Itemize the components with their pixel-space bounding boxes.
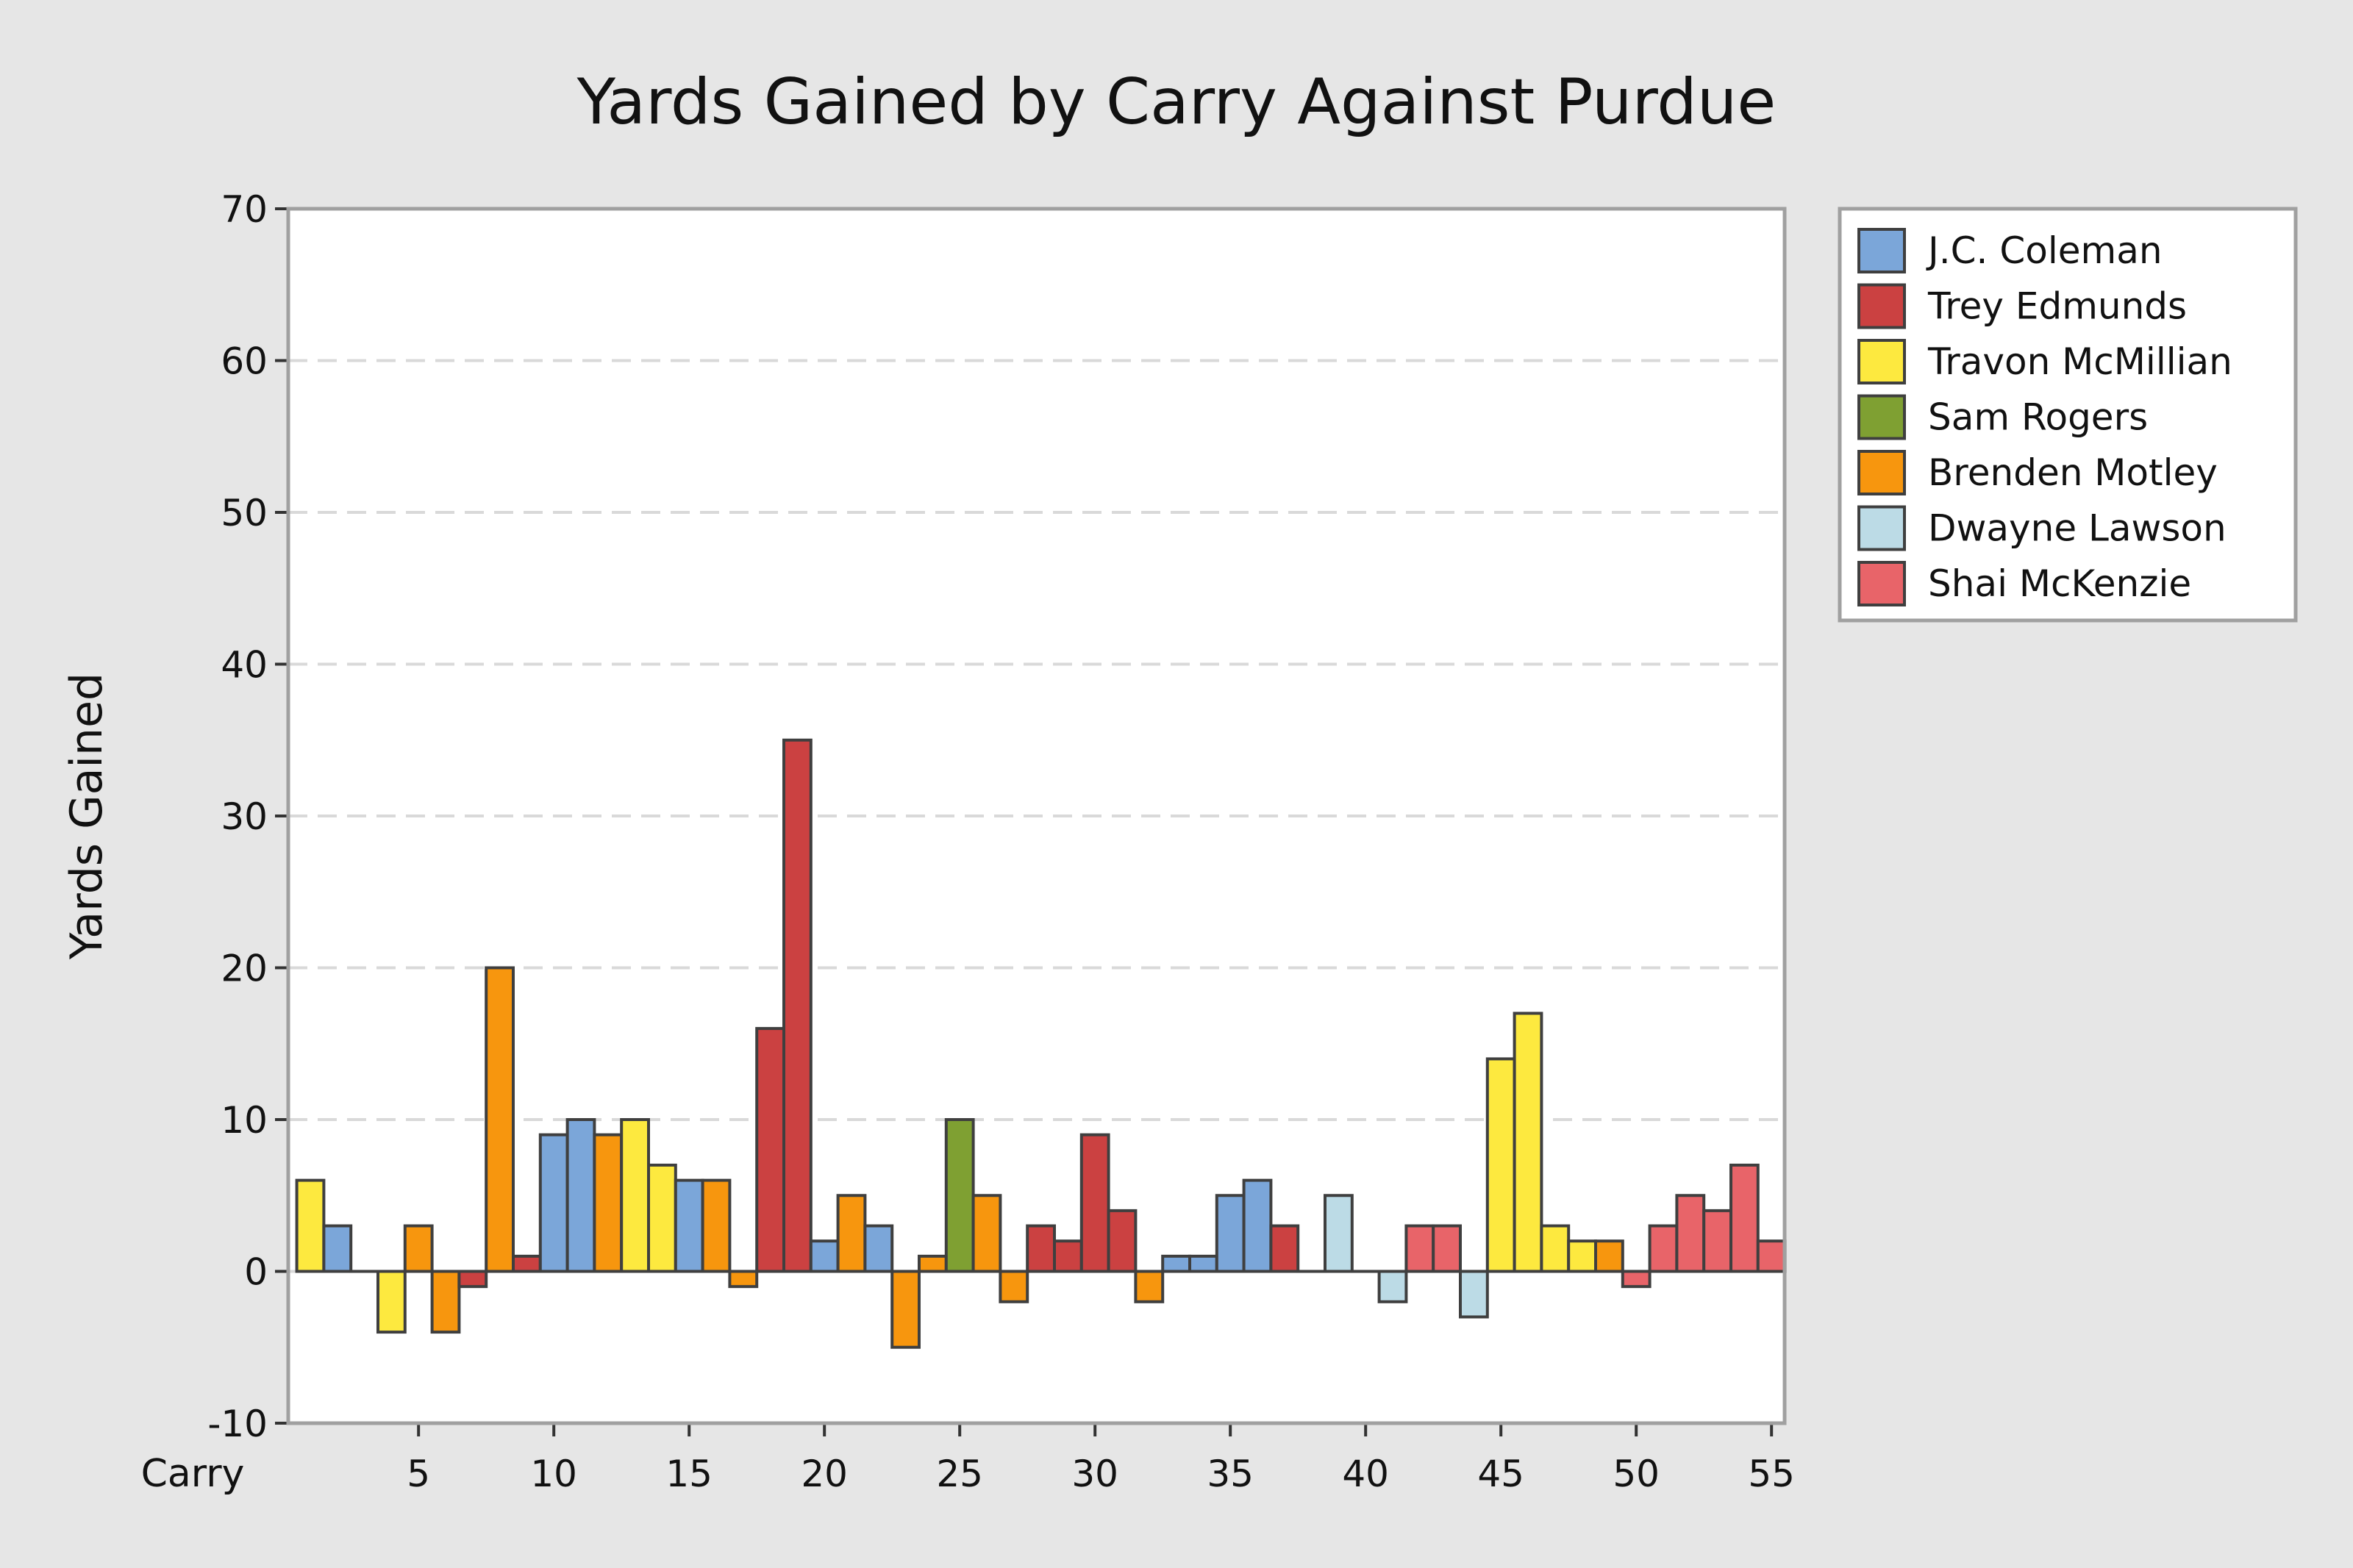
x-tick-label: 35 xyxy=(1207,1453,1254,1495)
x-tick-label: 5 xyxy=(407,1453,430,1495)
bar xyxy=(1188,1254,1218,1273)
y-tick-label: 60 xyxy=(221,340,268,383)
legend: J.C. Coleman Trey Edmunds Travon McMillian… xyxy=(1838,207,2298,623)
bar xyxy=(1675,1194,1706,1273)
bar xyxy=(755,1027,785,1273)
legend-label: Sam Rogers xyxy=(1928,396,2148,439)
bar xyxy=(1485,1057,1516,1273)
bar xyxy=(918,1254,948,1273)
bar xyxy=(430,1270,461,1334)
chart-title: Yards Gained by Carry Against Purdue xyxy=(576,65,1777,139)
bar xyxy=(1377,1270,1408,1303)
y-tick-label: 20 xyxy=(221,948,268,990)
bar xyxy=(1107,1209,1138,1273)
bar xyxy=(1594,1239,1624,1273)
bar xyxy=(1026,1224,1056,1273)
bar xyxy=(999,1270,1029,1303)
y-tick-label: 10 xyxy=(221,1099,268,1142)
x-tick-label: 55 xyxy=(1748,1453,1795,1495)
bar xyxy=(836,1194,867,1273)
x-tick-label: 25 xyxy=(936,1453,983,1495)
bar xyxy=(1432,1224,1462,1273)
bar xyxy=(782,738,813,1273)
legend-label: Brenden Motley xyxy=(1928,451,2218,494)
bar xyxy=(1621,1270,1652,1289)
bar xyxy=(322,1224,353,1273)
bar xyxy=(1161,1254,1191,1273)
x-axis-label: Carry xyxy=(141,1452,245,1496)
legend-label: Trey Edmunds xyxy=(1927,285,2187,328)
x-tick-label: 15 xyxy=(665,1453,713,1495)
y-tick-label: 70 xyxy=(221,188,268,231)
bar xyxy=(403,1224,434,1273)
plot-area: -10 0 10 20 30 40 50 60 70 5 10 15 20 25 30 35 40 45 50 55 xyxy=(207,188,1795,1495)
bar xyxy=(1215,1194,1246,1273)
bar xyxy=(457,1270,488,1289)
legend-swatch xyxy=(1857,394,1906,440)
bar xyxy=(1756,1239,1787,1273)
y-tick-label: 40 xyxy=(221,644,268,687)
bar xyxy=(512,1254,542,1273)
x-tick-label: 20 xyxy=(801,1453,848,1495)
bar xyxy=(538,1133,569,1273)
bar xyxy=(1648,1224,1679,1273)
legend-swatch xyxy=(1857,561,1906,606)
bar xyxy=(1702,1209,1732,1273)
y-axis-label: Yards Gained xyxy=(61,673,113,960)
legend-box xyxy=(1838,207,2298,623)
bar xyxy=(1404,1224,1435,1273)
legend-swatch xyxy=(1857,505,1906,551)
legend-label: Dwayne Lawson xyxy=(1928,507,2227,550)
bar xyxy=(647,1163,677,1273)
bar xyxy=(728,1270,759,1289)
x-tick-label: 30 xyxy=(1071,1453,1118,1495)
legend-label: J.C. Coleman xyxy=(1926,229,2163,272)
legend-label: Travon McMillian xyxy=(1927,340,2232,383)
bar xyxy=(1567,1239,1597,1273)
x-tick-label: 45 xyxy=(1477,1453,1524,1495)
bar xyxy=(1079,1133,1110,1273)
bar xyxy=(565,1118,596,1273)
y-tick-label: 50 xyxy=(221,492,268,534)
x-tick-label: 10 xyxy=(530,1453,577,1495)
bar xyxy=(1324,1194,1354,1273)
bar xyxy=(971,1194,1002,1273)
bar xyxy=(485,966,515,1273)
bar xyxy=(890,1270,921,1349)
bar xyxy=(1242,1178,1273,1273)
bar xyxy=(295,1178,326,1273)
x-tick-label: 40 xyxy=(1342,1453,1389,1495)
y-tick-label: 0 xyxy=(244,1251,268,1294)
plot-frame xyxy=(286,207,1787,1425)
bar xyxy=(1269,1224,1300,1273)
bar xyxy=(376,1270,407,1334)
bar xyxy=(944,1118,975,1273)
x-tick-label: 50 xyxy=(1613,1453,1660,1495)
bar xyxy=(674,1178,704,1273)
legend-label: Shai McKenzie xyxy=(1928,562,2191,605)
bar xyxy=(863,1224,894,1273)
legend-swatch xyxy=(1857,283,1906,329)
legend-swatch xyxy=(1857,450,1906,495)
bar xyxy=(593,1133,624,1273)
bar xyxy=(1729,1163,1760,1273)
legend-swatch xyxy=(1857,228,1906,273)
y-tick-label: -10 xyxy=(207,1403,268,1445)
legend-swatch xyxy=(1857,339,1906,384)
bar xyxy=(1459,1270,1489,1319)
y-tick-label: 30 xyxy=(221,795,268,838)
bar xyxy=(1513,1012,1543,1273)
bar xyxy=(701,1178,732,1273)
bar xyxy=(809,1239,840,1273)
bar xyxy=(620,1118,651,1273)
bar xyxy=(1540,1224,1571,1273)
bar xyxy=(1053,1239,1083,1273)
bar xyxy=(1134,1270,1165,1303)
